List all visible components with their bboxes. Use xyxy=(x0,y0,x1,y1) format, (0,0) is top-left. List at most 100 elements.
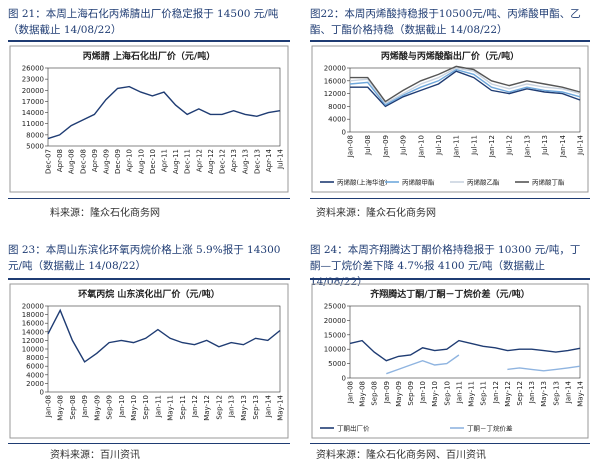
x-tick-label: Dec-13 xyxy=(253,149,261,174)
y-tick-label: 8000 xyxy=(26,354,44,362)
x-tick-label: Jan-10 xyxy=(419,381,427,404)
x-tick-label: Jan-09 xyxy=(81,395,89,418)
x-tick-label: Jan-12 xyxy=(488,135,496,158)
source: 资料来源：隆众石化商务网 xyxy=(316,208,436,219)
x-tick-label: May-08 xyxy=(57,395,65,421)
x-tick-label: Jan-11 xyxy=(154,395,162,418)
chart: 环氧丙烷 山东滨化出厂价（元/吨）02000400060008000100001… xyxy=(9,283,289,439)
x-tick-label: May-10 xyxy=(130,395,138,421)
caption: 图22：本周丙烯酸持稳报于10500元/吨、丙烯酸甲酯、乙酯、丁酯价格持稳（数据… xyxy=(310,8,581,36)
y-tick-label: 10000 xyxy=(324,346,346,354)
x-tick-label: Sep-10 xyxy=(142,395,150,420)
x-tick-label: Apr-08 xyxy=(56,149,64,172)
y-tick-label: 5000 xyxy=(26,143,44,151)
chart-title: 环氧丙烷 山东滨化出厂价（元/吨） xyxy=(78,288,219,300)
chart-frame xyxy=(311,45,589,193)
x-tick-label: Jan-14 xyxy=(564,380,572,404)
x-tick-label: Jan-11 xyxy=(455,381,463,404)
x-tick-label: Jan-08 xyxy=(347,381,355,404)
x-tick-label: May-13 xyxy=(240,395,248,421)
source: 资料来源：隆众石化商务网、百川资讯 xyxy=(316,450,486,461)
y-tick-label: 16000 xyxy=(22,320,44,328)
x-tick-label: Apr-12 xyxy=(195,149,203,172)
x-tick-label: Sep-09 xyxy=(407,381,415,406)
y-tick-label: 11000 xyxy=(22,120,44,128)
y-tick-label: 17000 xyxy=(22,98,44,106)
x-tick-label: Sep-11 xyxy=(480,381,488,406)
x-tick-label: Apr-11 xyxy=(161,149,169,172)
rule xyxy=(8,278,290,280)
chart: 丙烯酸与丙烯酸酯出厂价（元/吨） 0 4000 8000 12000 16000 20000… xyxy=(311,45,589,193)
x-tick-label: Jul-14 xyxy=(577,134,585,155)
x-tick-label: Apr-09 xyxy=(91,149,99,172)
x-tick-label: Apr-14 xyxy=(265,148,273,172)
x-tick-label: Sep-13 xyxy=(252,395,260,420)
x-tick-label: Jul-13 xyxy=(541,135,549,156)
x-tick-label: Aug-08 xyxy=(68,149,76,174)
legend-label: 丙烯酸丁酯 xyxy=(532,178,565,187)
x-tick-label: Sep-12 xyxy=(215,395,223,420)
chart: 丙烯腈 上海石化出厂价（元/吨） 5000 8000 11000 14000 17000 2… xyxy=(9,45,289,193)
x-tick-label: May-13 xyxy=(540,381,548,407)
x-tick-label: Jan-12 xyxy=(492,381,500,404)
x-tick-label: Aug-13 xyxy=(242,149,250,174)
x-tick-label: Aug-12 xyxy=(207,149,215,174)
y-tick-label: 0 xyxy=(342,129,346,137)
series-line xyxy=(350,70,581,108)
y-tick-label: 12000 xyxy=(22,337,44,345)
x-tick-label: Apr-10 xyxy=(126,149,134,172)
x-tick-label: Jul-11 xyxy=(470,135,478,156)
series-line xyxy=(350,65,581,103)
x-tick-label: May-14 xyxy=(277,394,285,420)
legend-label: 丙烯酸乙酯 xyxy=(467,178,500,187)
x-tick-label: Jan-10 xyxy=(417,135,425,158)
legend-label: 丙烯酸甲酯 xyxy=(402,178,435,187)
series-line xyxy=(386,354,581,375)
rule xyxy=(310,278,590,280)
y-tick-label: 23000 xyxy=(22,76,44,84)
x-tick-label: May-10 xyxy=(431,381,439,407)
x-tick-label: Jul-14 xyxy=(277,148,285,169)
x-tick-label: Aug-10 xyxy=(137,149,145,174)
y-tick-label: 20000 xyxy=(22,303,44,311)
x-tick-label: Aug-11 xyxy=(172,149,180,174)
source: 资料来源：百川资讯 xyxy=(50,450,140,461)
x-tick-label: Sep-08 xyxy=(69,395,77,420)
series-line xyxy=(349,67,581,105)
y-tick-label: 4000 xyxy=(26,371,44,379)
rule xyxy=(310,40,590,42)
y-tick-label: 10000 xyxy=(22,346,44,354)
chart-title: 丙烯酸与丙烯酸酯出厂价（元/吨） xyxy=(381,50,519,62)
legend-label: 丁酮－丁烷价差 xyxy=(467,424,513,433)
x-tick-label: Jan-10 xyxy=(118,395,126,418)
x-tick-label: Jan-08 xyxy=(45,395,53,418)
x-tick-label: Sep-12 xyxy=(516,381,524,406)
y-tick-label: 20000 xyxy=(324,65,346,73)
x-tick-label: Dec-11 xyxy=(184,149,192,174)
x-tick-label: Dec-09 xyxy=(114,149,122,174)
y-tick-label: 0 xyxy=(40,389,44,397)
x-tick-label: May-08 xyxy=(359,381,367,407)
x-tick-label: Sep-09 xyxy=(106,395,114,420)
plot-frame xyxy=(349,305,581,379)
x-tick-label: Jul-12 xyxy=(506,135,514,156)
x-tick-label: Sep-08 xyxy=(371,381,379,406)
chart-frame xyxy=(9,45,289,193)
caption: 图 23：本周山东滨化环氧丙烷价格上涨 5.9%报于 14300 元/吨（数据截… xyxy=(8,244,281,272)
y-tick-label: 20000 xyxy=(22,87,44,95)
x-tick-label: May-14 xyxy=(577,380,585,406)
x-tick-label: Dec-07 xyxy=(45,149,53,174)
y-tick-label: 14000 xyxy=(22,328,44,336)
y-tick-label: 0 xyxy=(342,375,346,383)
y-tick-label: 16000 xyxy=(324,77,346,85)
legend-label: 丁酮出厂价 xyxy=(337,424,370,433)
x-tick-label: Sep-13 xyxy=(552,381,560,406)
chart-frame xyxy=(311,283,589,439)
rule xyxy=(8,198,290,199)
source: 料来源：隆众石化商务网 xyxy=(50,208,160,219)
x-tick-label: Sep-10 xyxy=(443,381,451,406)
x-tick-label: Jan-09 xyxy=(382,135,390,158)
y-tick-label: 4000 xyxy=(328,116,346,124)
x-tick-label: Jul-08 xyxy=(364,135,372,156)
x-tick-label: Dec-08 xyxy=(79,149,87,174)
